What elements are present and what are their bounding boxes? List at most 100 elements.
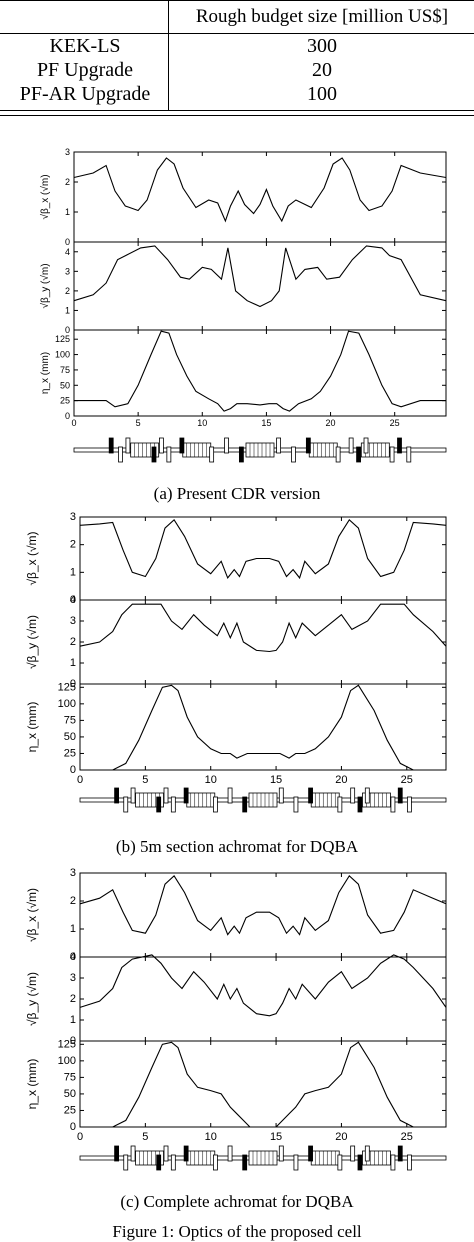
series-line xyxy=(73,245,447,308)
y-tick-label: 0 xyxy=(65,237,70,247)
panel-2: 0 1 2 3 4 √β_y (√m) xyxy=(39,241,447,335)
quadrupole-magnet xyxy=(337,796,343,813)
y-tick-label: 25 xyxy=(64,747,76,759)
quadrupole-magnet xyxy=(357,796,363,813)
quadrupole-magnet xyxy=(363,437,369,454)
quadrupole-magnet xyxy=(170,1154,176,1171)
y-tick-label: 3 xyxy=(70,972,76,984)
panel-frame xyxy=(73,151,447,243)
quadrupole-magnet xyxy=(224,437,229,454)
y-tick-label: 0 xyxy=(70,1035,76,1047)
caption-b: (b) 5m section achromat for DQBA xyxy=(115,837,359,856)
quadrupole-magnet xyxy=(390,1154,396,1171)
lattice-schematic xyxy=(79,1145,447,1171)
quadrupole-magnet xyxy=(166,446,172,463)
quadrupole-magnet xyxy=(350,1145,356,1162)
y-axis-label: √β_y (√m) xyxy=(25,972,39,1026)
quadrupole-magnet xyxy=(108,437,114,454)
y-tick-label: 2 xyxy=(70,539,76,551)
quadrupole-magnet xyxy=(364,787,370,804)
x-tick-label: 25 xyxy=(401,1131,413,1143)
series-line xyxy=(73,157,447,223)
x-tick-label: 0 xyxy=(71,418,76,428)
y-axis-label: η_x (mm) xyxy=(25,1059,39,1110)
quadrupole-magnet xyxy=(213,1154,218,1171)
panel-1: 0 1 2 3 √β_x (√m) xyxy=(39,147,447,247)
y-tick-label: 1 xyxy=(65,305,70,315)
y-tick-label: 3 xyxy=(70,867,76,879)
y-tick-label: 125 xyxy=(58,1038,76,1050)
panel-3: 0 25 50 75 100 125 η_x (mm) xyxy=(25,681,447,776)
x-tick-label: 5 xyxy=(136,418,141,428)
panel-3: 0 25 50 75 100 125 η_x (mm) xyxy=(25,1038,447,1133)
y-tick-label: 100 xyxy=(58,1055,76,1067)
budget-table: Rough budget size [million US$] KEK-LS 3… xyxy=(0,0,474,120)
quadrupole-magnet xyxy=(406,1154,412,1171)
y-tick-label: 2 xyxy=(65,286,70,296)
quadrupole-magnet xyxy=(276,437,282,454)
y-tick-label: 0 xyxy=(70,678,76,690)
table-column-divider xyxy=(168,0,169,110)
quadrupole-magnet xyxy=(397,787,403,804)
quadrupole-magnet xyxy=(227,1145,233,1162)
bend-magnet xyxy=(245,442,275,458)
quadrupole-magnet xyxy=(278,787,284,804)
y-tick-label: 3 xyxy=(65,147,70,157)
budget-value: 100 xyxy=(307,83,337,105)
y-tick-label: 4 xyxy=(65,247,70,257)
table-row: KEK-LS 300 xyxy=(0,35,474,59)
table-bottom-rule-2 xyxy=(0,115,474,116)
y-tick-label: 125 xyxy=(58,681,76,693)
quadrupole-magnet xyxy=(227,787,233,804)
y-tick-label: 2 xyxy=(70,636,76,648)
quadrupole-magnet xyxy=(291,446,296,463)
y-tick-label: 3 xyxy=(70,511,76,523)
quadrupole-magnet xyxy=(163,1145,169,1162)
quadrupole-magnet xyxy=(350,787,356,804)
series-line xyxy=(74,330,446,412)
y-tick-label: 0 xyxy=(70,594,76,606)
y-axis-label: √β_x (√m) xyxy=(39,174,51,219)
y-tick-label: 1 xyxy=(70,657,76,669)
quadrupole-magnet xyxy=(125,437,131,454)
series-line xyxy=(79,603,447,653)
y-tick-label: 50 xyxy=(64,1088,76,1100)
quadrupole-magnet xyxy=(293,1154,299,1171)
lattice-schematic xyxy=(73,437,447,463)
facility-name: PF Upgrade xyxy=(36,59,134,81)
y-tick-label: 0 xyxy=(70,951,76,963)
y-axis-label: √β_x (√m) xyxy=(25,888,39,942)
series-line xyxy=(79,954,447,1017)
y-tick-label: 3 xyxy=(70,615,76,627)
x-tick-label: 20 xyxy=(326,418,336,428)
quadrupole-magnet xyxy=(179,437,185,454)
lattice-schematic xyxy=(79,787,447,813)
x-tick-label: 20 xyxy=(335,774,347,786)
y-tick-label: 0 xyxy=(65,325,70,335)
table-bottom-rule xyxy=(0,110,474,111)
y-tick-label: 3 xyxy=(65,266,70,276)
quadrupole-magnet xyxy=(242,1154,248,1171)
y-tick-label: 1 xyxy=(70,923,76,935)
quadrupole-magnet xyxy=(348,437,354,454)
x-tick-label: 10 xyxy=(205,1131,217,1143)
x-tick-label: 15 xyxy=(261,418,271,428)
series-line xyxy=(79,518,447,580)
quadrupole-magnet xyxy=(183,1145,189,1162)
y-tick-label: 75 xyxy=(60,365,70,375)
x-tick-label: 15 xyxy=(270,1131,282,1143)
quadrupole-magnet xyxy=(364,1145,370,1162)
quadrupole-magnet xyxy=(238,446,244,463)
caption-c: (c) Complete achromat for DQBA xyxy=(120,1192,354,1211)
budget-value: 300 xyxy=(307,35,337,57)
x-tick-label: 15 xyxy=(270,774,282,786)
y-tick-label: 2 xyxy=(70,895,76,907)
x-tick-label: 5 xyxy=(142,1131,148,1143)
y-tick-label: 75 xyxy=(64,1071,76,1083)
y-tick-label: 0 xyxy=(65,411,70,421)
y-axis-label: η_x (mm) xyxy=(40,352,51,394)
panel-frame xyxy=(79,956,447,1042)
